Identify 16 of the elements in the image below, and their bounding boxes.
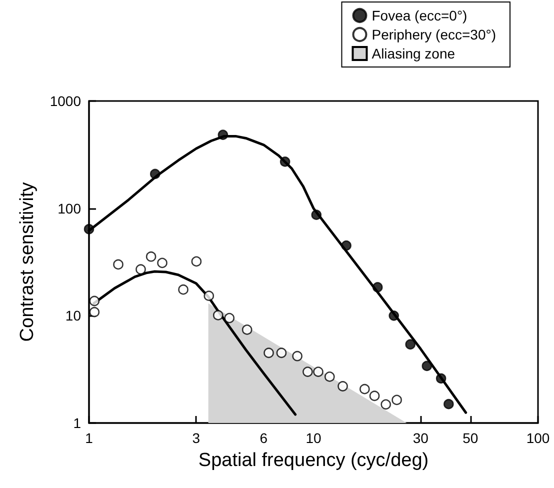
x-axis-title: Spatial frequency (cyc/deg): [198, 450, 429, 471]
y-axis-title: Contrast sensitivity: [17, 182, 38, 342]
x-tick-label: 10: [306, 430, 322, 446]
y-tick-label: 1000: [50, 93, 82, 109]
legend-label: Fovea (ecc=0°): [372, 8, 468, 24]
y-tick-label: 100: [58, 200, 82, 216]
x-tick-label: 50: [462, 430, 478, 446]
x-tick-label: 3: [192, 430, 200, 446]
x-tick-label: 6: [260, 430, 268, 446]
legend-label: Aliasing zone: [372, 46, 456, 62]
x-tick-label: 30: [412, 430, 429, 446]
legend-label: Periphery (ecc=30°): [372, 26, 496, 42]
y-tick-label: 10: [65, 308, 82, 324]
x-tick-label: 1: [85, 430, 94, 446]
x-tick-label: 100: [526, 430, 550, 446]
y-tick-label: 1: [73, 415, 82, 431]
